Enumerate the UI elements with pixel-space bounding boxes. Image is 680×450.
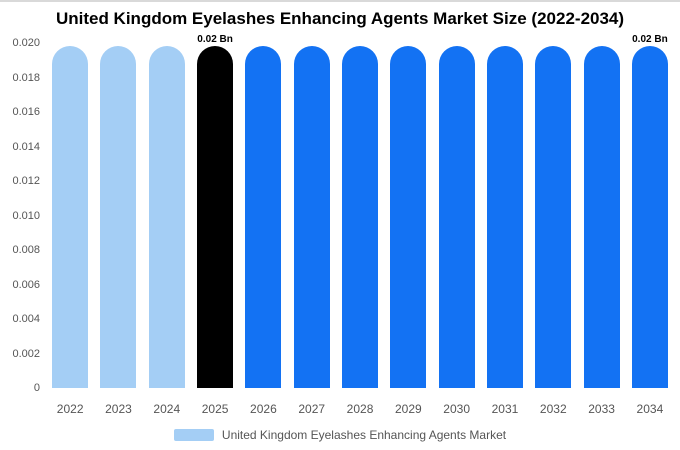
x-tick-label: 2025 [201, 402, 229, 416]
y-tick-label: 0 [33, 382, 40, 394]
bar-2023 [100, 46, 137, 388]
legend-label: United Kingdom Eyelashes Enhancing Agent… [221, 428, 507, 442]
bar-value-label: 0.02 Bn [632, 34, 668, 46]
x-tick-label: 2030 [443, 402, 470, 416]
bar-slot [529, 43, 577, 388]
y-axis: 0 0.002 0.004 0.006 0.008 0.010 0.012 0.014 0.01… [4, 37, 40, 394]
bar-slot [94, 43, 142, 388]
y-tick-label: 0.002 [12, 347, 40, 360]
x-tick-label: 2023 [105, 402, 132, 416]
chart-title: United Kingdom Eyelashes Enhancing Agent… [55, 9, 625, 28]
y-tick-label: 0.020 [12, 37, 40, 49]
x-tick-label: 2028 [346, 402, 374, 416]
bar-2029 [390, 46, 427, 388]
x-tick-label: 2024 [153, 402, 181, 416]
plot-area: 0.02 Bn 0.02 Bn [46, 34, 674, 388]
x-tick-label: 2026 [250, 402, 277, 416]
y-tick-label: 0.018 [12, 71, 40, 84]
y-tick-label: 0.008 [12, 244, 40, 256]
bar-2034 [631, 46, 668, 388]
x-tick-label: 2032 [539, 402, 567, 416]
bar-slot [433, 43, 481, 388]
y-tick-label: 0.004 [12, 313, 40, 325]
bar-slot [143, 43, 191, 388]
bar-2022 [52, 46, 89, 388]
bar-2030 [438, 46, 475, 388]
x-axis-labels: 2022 2023 2024 2025 2026 2027 2028 2029 2030 2031… [46, 402, 674, 416]
bar-2024 [148, 46, 185, 388]
bar-2025 [197, 46, 234, 388]
y-tick-label: 0.014 [12, 140, 40, 153]
bar-2027 [293, 46, 330, 388]
x-tick-label: 2029 [394, 402, 422, 416]
legend-swatch [173, 429, 214, 441]
bar-value-label: 0.02 Bn [197, 34, 233, 46]
y-tick-label: 0.006 [12, 278, 40, 291]
bar-2033 [583, 46, 620, 388]
x-tick-label: 2022 [56, 402, 84, 416]
bar-slot [336, 43, 384, 388]
bar-2032 [535, 46, 572, 388]
bar-slot [239, 43, 287, 388]
y-tick-label: 0.010 [12, 209, 40, 222]
bars: 0.02 Bn 0.02 Bn [46, 34, 674, 388]
bar-slot: 0.02 Bn [626, 34, 674, 388]
x-tick-label: 2031 [491, 402, 519, 416]
bar-2028 [342, 46, 379, 388]
bar-2031 [486, 46, 523, 388]
bar-slot [46, 43, 94, 388]
bar-slot [288, 43, 336, 388]
x-tick-label: 2034 [636, 402, 664, 416]
legend: United Kingdom Eyelashes Enhancing Agent… [0, 428, 680, 442]
bar-slot: 0.02 Bn [191, 34, 239, 388]
x-tick-label: 2033 [588, 402, 615, 416]
bar-slot [481, 43, 529, 388]
y-tick-label: 0.016 [12, 106, 40, 118]
x-tick-label: 2027 [298, 402, 326, 416]
bar-2026 [245, 46, 282, 388]
bar-slot [577, 43, 625, 388]
y-tick-label: 0.012 [12, 175, 40, 187]
bar-slot [384, 43, 432, 388]
